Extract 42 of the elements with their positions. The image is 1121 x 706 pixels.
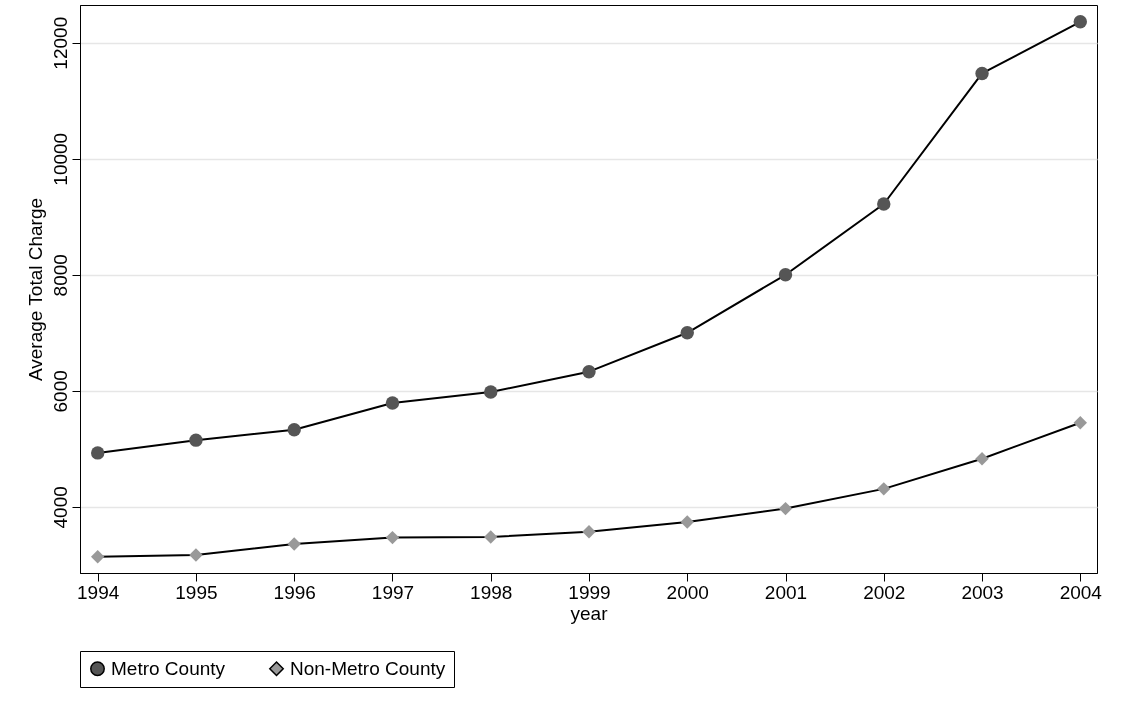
- x-tick-label: 2003: [961, 581, 1004, 603]
- x-tick-label: 1995: [175, 581, 218, 603]
- y-tick-label: 10000: [49, 132, 71, 186]
- point: [680, 515, 694, 529]
- point: [484, 385, 498, 399]
- point: [975, 452, 989, 466]
- point: [385, 530, 400, 545]
- point: [975, 66, 989, 81]
- point: [189, 433, 203, 447]
- x-axis-title: year: [570, 602, 609, 624]
- point: [582, 525, 596, 539]
- y-tick-label: 8000: [49, 254, 71, 297]
- point: [90, 446, 105, 460]
- point: [189, 548, 203, 562]
- x-tick-label: 1997: [371, 581, 415, 603]
- legend-label: Non-Metro County: [290, 657, 446, 679]
- point: [877, 482, 891, 496]
- x-tick-label: 1994: [77, 581, 120, 603]
- legend-label: Metro County: [111, 657, 226, 679]
- x-tick-label: 1996: [273, 581, 316, 603]
- x-tick-label: 1999: [568, 581, 611, 603]
- point: [778, 501, 793, 516]
- y-tick-label: 4000: [49, 486, 71, 529]
- point: [877, 197, 891, 211]
- y-tick-label: 12000: [49, 16, 71, 70]
- point: [1073, 416, 1087, 430]
- x-tick-label: 2000: [666, 581, 709, 603]
- x-tick-label: 2001: [764, 581, 808, 603]
- point: [582, 364, 596, 379]
- point: [385, 396, 400, 410]
- point: [680, 326, 694, 340]
- y-axis-title: Average Total Charge: [24, 197, 46, 382]
- x-tick-label: 1998: [470, 581, 513, 603]
- x-tick-label: 2004: [1059, 581, 1103, 603]
- point: [90, 550, 105, 564]
- point: [484, 530, 498, 544]
- point: [287, 537, 301, 551]
- x-tick-label: 2002: [863, 581, 906, 603]
- point: [778, 268, 793, 282]
- point: [287, 423, 301, 437]
- y-tick-label: 6000: [49, 370, 71, 413]
- point: [1073, 15, 1087, 29]
